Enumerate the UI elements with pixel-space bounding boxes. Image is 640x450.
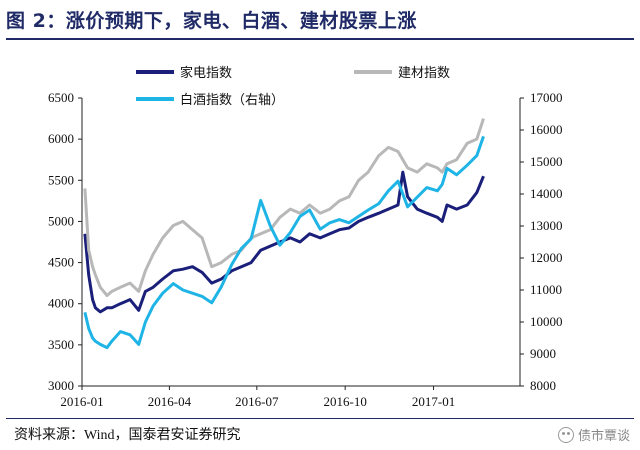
left-tick-label: 4500: [48, 255, 74, 270]
left-tick-label: 5500: [48, 172, 74, 187]
chart-title: 图 2：涨价预期下，家电、白酒、建材股票上涨: [6, 10, 417, 32]
series-line-1: [83, 170, 485, 314]
footer-divider: [6, 418, 634, 419]
source-prefix: 资料来源：: [14, 427, 84, 443]
right-tick-label: 9000: [530, 346, 556, 361]
title-divider: [6, 38, 634, 40]
wechat-icon: [557, 426, 574, 443]
legend-label-2: 建材指数: [398, 66, 450, 81]
series-line-2: [83, 118, 485, 297]
left-tick-label: 6500: [48, 90, 74, 105]
watermark: 债市覃谈: [557, 425, 630, 444]
series-line-3: [83, 135, 485, 350]
right-tick-label: 16000: [530, 122, 563, 137]
legend-label-1: 家电指数: [180, 65, 232, 81]
left-tick-label: 4000: [48, 296, 74, 311]
x-tick-label: 2017-01: [412, 394, 455, 409]
left-tick-label: 5000: [48, 213, 74, 228]
x-tick-label: 2016-07: [235, 394, 279, 409]
x-tick-label: 2016-04: [148, 394, 192, 409]
right-tick-label: 11000: [530, 282, 562, 297]
series-lines: [83, 118, 485, 350]
left-tick-label: 3500: [48, 337, 74, 352]
watermark-text: 债市覃谈: [577, 429, 630, 444]
tick-labels: 3000 3500 4000 4500 5000 5500 6000 6500 8000 9000…: [48, 90, 563, 409]
right-tick-label: 14000: [530, 186, 563, 201]
right-tick-label: 17000: [530, 90, 563, 105]
x-tick-label: 2016-01: [60, 394, 103, 409]
right-tick-label: 15000: [530, 154, 563, 169]
legend-label-3: 白酒指数（右轴）: [180, 92, 284, 108]
right-tick-label: 12000: [530, 250, 563, 265]
left-tick-label: 3000: [48, 378, 74, 393]
right-tick-label: 13000: [530, 218, 563, 233]
source-note: 资料来源：Wind，国泰君安证券研究: [14, 424, 241, 444]
x-tick-label: 2016-10: [324, 394, 367, 409]
right-tick-label: 10000: [530, 314, 563, 329]
source-name: Wind，国泰君安证券研究: [84, 428, 241, 443]
right-tick-label: 8000: [530, 378, 556, 393]
axes: [78, 97, 524, 390]
left-tick-label: 6000: [48, 131, 74, 146]
